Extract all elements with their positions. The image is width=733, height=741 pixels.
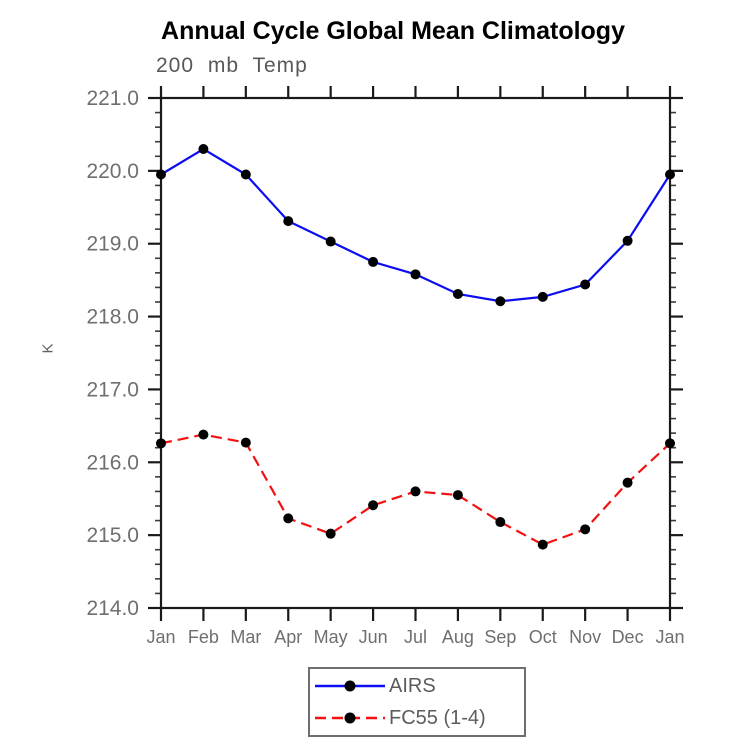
- data-point-marker: [240, 169, 251, 180]
- data-point-marker: [325, 528, 336, 539]
- y-axis-tick-label: 219.0: [86, 233, 139, 256]
- data-point-marker: [410, 269, 421, 280]
- x-axis-tick-label: Aug: [442, 627, 474, 647]
- data-point-marker: [580, 524, 591, 535]
- data-point-marker: [665, 438, 675, 449]
- x-axis-tick-label: Jan: [655, 627, 684, 647]
- data-point-marker: [495, 517, 506, 528]
- data-point-marker: [368, 500, 379, 511]
- x-axis-tick-label: Jan: [146, 627, 175, 647]
- x-axis-tick-label: Mar: [230, 627, 261, 647]
- legend-sample-fc55-line: [315, 712, 385, 724]
- x-axis-tick-label: Apr: [274, 627, 302, 647]
- data-point-marker: [537, 291, 548, 302]
- data-point-marker: [622, 477, 633, 488]
- data-point-marker: [368, 256, 379, 267]
- data-point-marker: [156, 169, 166, 180]
- data-point-marker: [156, 438, 166, 449]
- legend-label-fc55: FC55 (1-4): [389, 706, 486, 729]
- x-axis-tick-label: Jul: [404, 627, 427, 647]
- data-point-marker: [665, 169, 675, 180]
- y-axis-tick-label: 216.0: [86, 451, 139, 474]
- y-axis-tick-label: 218.0: [86, 306, 139, 329]
- data-point-marker: [537, 539, 548, 550]
- data-point-marker: [622, 235, 633, 246]
- y-axis-tick-label: 215.0: [86, 524, 139, 547]
- data-point-marker: [410, 486, 421, 497]
- legend: AIRS FC55 (1-4): [308, 667, 526, 737]
- y-axis-tick-label: 214.0: [86, 597, 139, 620]
- y-axis-tick-label: 220.0: [86, 160, 139, 183]
- data-point-marker: [198, 429, 209, 440]
- data-point-marker: [325, 236, 336, 247]
- x-axis-tick-label: Oct: [529, 627, 557, 647]
- y-axis-tick-label: 221.0: [86, 87, 139, 110]
- legend-marker-icon: [344, 712, 356, 724]
- data-point-marker: [283, 513, 294, 524]
- x-axis-tick-label: Feb: [188, 627, 219, 647]
- data-point-marker: [240, 437, 251, 448]
- data-point-marker: [495, 296, 506, 307]
- x-axis-tick-label: Sep: [484, 627, 516, 647]
- x-axis-tick-label: May: [314, 627, 348, 647]
- legend-marker-icon: [344, 680, 356, 692]
- legend-sample-airs-line: [315, 680, 385, 692]
- legend-item-fc55: FC55 (1-4): [313, 704, 524, 732]
- legend-label-airs: AIRS: [389, 674, 436, 697]
- data-point-marker: [198, 144, 209, 154]
- chart-title: Annual Cycle Global Mean Climatology: [161, 17, 625, 45]
- x-axis-tick-label: Dec: [612, 627, 644, 647]
- data-point-marker: [452, 490, 463, 501]
- data-point-marker: [452, 288, 463, 299]
- chart-subtitle: 200 mb Temp: [156, 54, 308, 77]
- x-axis-tick-label: Jun: [359, 627, 388, 647]
- x-axis-tick-label: Nov: [569, 627, 601, 647]
- data-point-marker: [283, 216, 294, 227]
- data-point-marker: [580, 279, 591, 290]
- legend-item-airs: AIRS: [313, 672, 524, 700]
- plot-frame: [159, 96, 672, 610]
- y-axis-tick-label: 217.0: [86, 378, 139, 401]
